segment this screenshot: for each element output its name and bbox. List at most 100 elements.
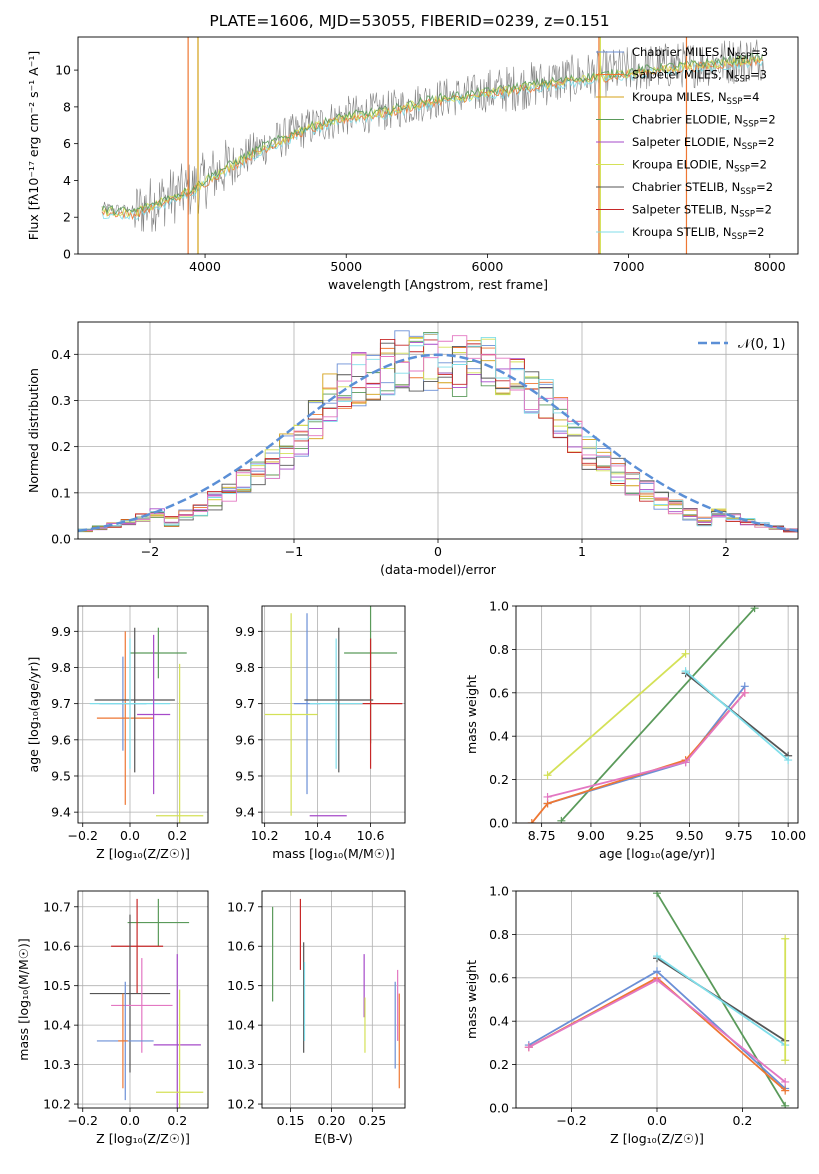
x-tick-label: 0 — [434, 544, 442, 559]
legend-tail: =2 — [747, 225, 764, 239]
y-tick-label: 0.8 — [489, 642, 509, 657]
mass-weight-marker — [543, 792, 552, 801]
legend-sub: SSP — [732, 232, 748, 242]
x-tick-label: 10.6 — [357, 828, 385, 843]
x-tick-label: 5000 — [330, 259, 362, 274]
x-tick-label: 0.0 — [647, 1113, 667, 1128]
spectrum-model-line — [101, 55, 764, 218]
axes-frame — [261, 605, 406, 824]
x-tick-label: 0.2 — [167, 1113, 187, 1128]
y-tick-label: 9.4 — [235, 805, 255, 820]
x-tick-label: 9.75 — [725, 828, 753, 843]
y-tick-label: 0.2 — [51, 439, 71, 454]
mass-weight-line — [656, 957, 786, 1042]
y-tick-label: 9.7 — [235, 696, 255, 711]
x-axis-label: Z [log₁₀(Z/Z☉)] — [96, 846, 190, 861]
mass-weight-marker — [681, 649, 690, 658]
y-tick-label: 10.4 — [227, 1018, 255, 1033]
axes-frame — [77, 321, 799, 540]
mass-weight-line — [547, 692, 746, 798]
x-axis-label: Z [log₁₀(Z/Z☉)] — [610, 1131, 704, 1146]
mass-weight-marker — [750, 606, 759, 613]
x-tick-label: 8000 — [754, 259, 786, 274]
x-tick-label: 0.0 — [120, 1113, 140, 1128]
mass-weight-marker — [681, 758, 690, 767]
mass-weight-marker — [524, 1043, 533, 1052]
mass-weight-line — [685, 670, 789, 761]
y-tick-label: 10.4 — [43, 1018, 71, 1033]
panel-mass-vs-Z: −0.2 0.0 0.2 10.2 10.3 10.4 10.5 10.6 10.7 Z [log… — [16, 890, 209, 1146]
x-tick-label: 2 — [722, 544, 730, 559]
x-tick-label: 10.2 — [251, 828, 279, 843]
panel-massweight-vs-Z: −0.2 0.0 0.2 0.0 0.2 0.4 0.6 0.8 1.0 Z [log₁₀(Z/Z… — [464, 884, 799, 1146]
y-axis-label: age [log₁₀(age/yr)] — [26, 657, 41, 773]
mass-weight-line — [547, 653, 687, 776]
y-tick-label: 0.2 — [489, 1057, 509, 1072]
x-tick-label: 9.50 — [676, 828, 704, 843]
y-tick-label: 9.9 — [235, 624, 255, 639]
x-tick-label: −0.2 — [68, 828, 98, 843]
mass-weight-marker — [653, 952, 661, 961]
x-tick-label: 0.20 — [318, 1113, 346, 1128]
y-tick-label: 10.5 — [227, 978, 255, 993]
y-tick-label: 0.3 — [51, 393, 71, 408]
legend-sub: SSP — [734, 75, 750, 85]
panel-age-vs-mass: 10.2 10.4 10.6 9.4 9.5 9.6 9.7 9.8 9.9 mass [log₁… — [235, 605, 406, 861]
x-axis-label: age [log₁₀(age/yr)] — [599, 846, 715, 861]
x-tick-label: 10.4 — [304, 828, 332, 843]
legend-tail: =3 — [750, 68, 767, 82]
spectrum-model-line — [101, 52, 764, 216]
x-axis-label: mass [log₁₀(M/M☉)] — [272, 846, 394, 861]
legend-sub: SSP — [739, 210, 755, 220]
spectrum-legend: Chabrier MILES, NSSP=3 Salpeter MILES, NS… — [596, 45, 776, 242]
mass-weight-line — [656, 955, 786, 1046]
y-tick-label: 1.0 — [489, 884, 509, 899]
axes-frame — [77, 36, 799, 255]
mass-weight-marker — [740, 688, 749, 697]
legend-label: Chabrier STELIB, NSSP=2 — [632, 180, 773, 197]
legend-label: Chabrier ELODIE, NSSP=2 — [632, 113, 776, 130]
y-tick-label: 9.4 — [51, 805, 71, 820]
x-tick-label: 0.25 — [358, 1113, 386, 1128]
residual-legend: 𝒩(0, 1) — [698, 337, 785, 352]
y-tick-label: 9.6 — [51, 732, 71, 747]
mass-weight-marker — [653, 975, 661, 984]
y-tick-label: 9.7 — [51, 696, 71, 711]
x-tick-label: 0.0 — [120, 828, 140, 843]
y-tick-label: 9.6 — [235, 732, 255, 747]
legend-sub: SSP — [734, 165, 750, 175]
axes-frame — [77, 605, 209, 824]
plot-area — [527, 606, 793, 823]
y-tick-label: 6 — [63, 136, 71, 151]
y-tick-label: 1.0 — [489, 599, 509, 614]
y-tick-label: 0.1 — [51, 485, 71, 500]
y-tick-label: 0.8 — [489, 927, 509, 942]
x-tick-label: 10.00 — [770, 828, 806, 843]
x-axis-label: E(B-V) — [314, 1131, 353, 1146]
legend-label: Salpeter MILES, NSSP=3 — [632, 68, 767, 85]
y-tick-label: 8 — [63, 99, 71, 114]
normal-curve — [78, 353, 798, 533]
x-axis-label: (data-model)/error — [380, 562, 497, 577]
y-tick-label: 10.7 — [227, 899, 255, 914]
legend-tail: =2 — [756, 180, 773, 194]
panel-age-vs-Z: −0.2 0.0 0.2 9.4 9.5 9.6 9.7 9.8 9.9 Z [log₁₀(Z/Z… — [26, 605, 209, 861]
mass-weight-marker — [557, 816, 566, 823]
mass-weight-line — [531, 692, 746, 823]
y-axis-label: mass [log₁₀(M/M☉)] — [16, 938, 31, 1060]
histogram-step — [78, 342, 798, 532]
x-tick-label: −2 — [141, 544, 159, 559]
y-tick-label: 0.0 — [489, 816, 509, 831]
y-tick-label: 0.0 — [51, 532, 71, 547]
mass-weight-marker — [781, 1077, 790, 1086]
y-tick-label: 9.9 — [51, 624, 71, 639]
mass-weight-marker — [784, 756, 793, 765]
y-tick-label: 10.6 — [227, 939, 255, 954]
x-tick-label: 0.2 — [733, 1113, 753, 1128]
y-tick-label: 10 — [55, 63, 71, 78]
x-tick-label: 0.2 — [167, 828, 187, 843]
legend-label: Kroupa STELIB, NSSP=2 — [632, 225, 764, 242]
legend-sub: SSP — [743, 120, 759, 130]
